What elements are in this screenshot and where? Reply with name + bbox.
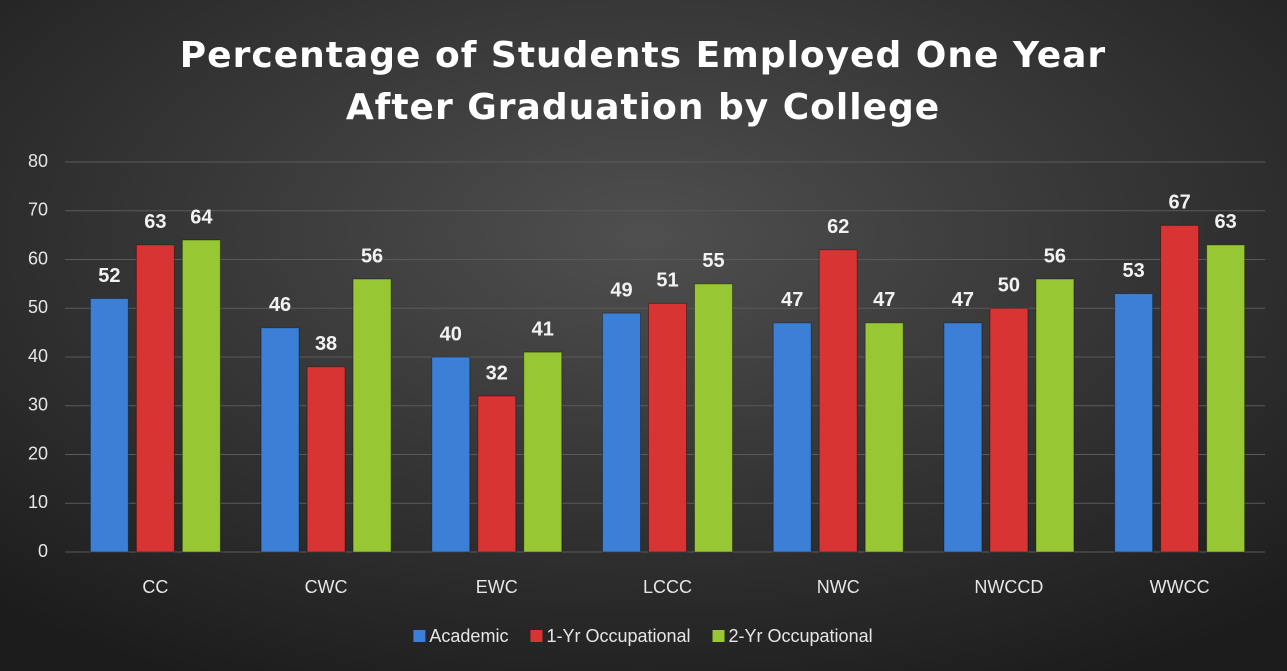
bar	[1114, 293, 1154, 553]
bar	[989, 307, 1029, 553]
chart-title: Percentage of Students Employed One Year…	[179, 35, 1107, 128]
legend-label: Academic	[429, 626, 508, 646]
value-label: 47	[781, 289, 803, 311]
y-tick-label: 20	[28, 443, 48, 463]
value-label: 50	[998, 275, 1020, 297]
bar	[306, 366, 346, 553]
bar	[864, 322, 904, 553]
bar	[135, 244, 175, 553]
x-tick-label: WWCC	[1150, 577, 1210, 597]
y-tick-label: 50	[28, 297, 48, 317]
value-label: 63	[1215, 211, 1237, 233]
value-label: 52	[98, 265, 120, 287]
bar	[772, 322, 812, 553]
bar	[1160, 224, 1200, 553]
bar	[648, 302, 687, 553]
value-label: 56	[1044, 245, 1066, 267]
bar	[431, 356, 471, 553]
y-tick-label: 60	[28, 248, 48, 268]
bar	[260, 327, 300, 553]
x-tick-label: EWC	[476, 577, 518, 597]
bar	[694, 283, 733, 553]
x-tick-label: CWC	[305, 577, 348, 597]
y-tick-label: 80	[28, 151, 48, 171]
value-label: 49	[610, 279, 632, 301]
y-tick-label: 0	[38, 541, 48, 561]
value-label: 46	[269, 294, 291, 316]
value-label: 56	[361, 245, 383, 267]
value-label: 41	[532, 318, 554, 340]
value-label: 62	[827, 216, 849, 238]
bar	[523, 351, 563, 553]
bar	[602, 312, 641, 553]
bar	[181, 239, 221, 553]
value-label: 51	[656, 270, 678, 292]
legend-label: 2-Yr Occupational	[729, 626, 873, 646]
bar	[352, 278, 392, 553]
value-label: 63	[144, 211, 166, 233]
y-tick-label: 30	[28, 395, 48, 415]
value-label: 47	[873, 289, 895, 311]
bar	[89, 298, 129, 553]
value-label: 47	[952, 289, 974, 311]
bar	[818, 249, 858, 553]
bar	[943, 322, 983, 553]
y-tick-label: 10	[28, 492, 48, 512]
y-tick-label: 70	[28, 200, 48, 220]
value-label: 53	[1123, 260, 1145, 282]
value-label: 67	[1169, 192, 1191, 214]
value-label: 64	[190, 206, 213, 228]
legend-marker	[413, 630, 426, 642]
bar	[477, 395, 517, 553]
x-tick-label: NWCCD	[974, 577, 1043, 597]
value-label: 32	[486, 362, 508, 384]
bar	[1035, 278, 1075, 553]
x-tick-label: NWC	[817, 577, 860, 597]
x-tick-label: CC	[142, 577, 168, 597]
value-label: 55	[702, 250, 724, 272]
y-tick-label: 40	[28, 346, 48, 366]
legend-marker	[712, 630, 725, 642]
value-label: 38	[315, 333, 337, 355]
bar	[1206, 244, 1246, 553]
value-label: 40	[440, 323, 462, 345]
legend-marker	[530, 630, 543, 642]
legend-label: 1-Yr Occupational	[546, 626, 690, 646]
x-tick-label: LCCC	[643, 577, 692, 597]
